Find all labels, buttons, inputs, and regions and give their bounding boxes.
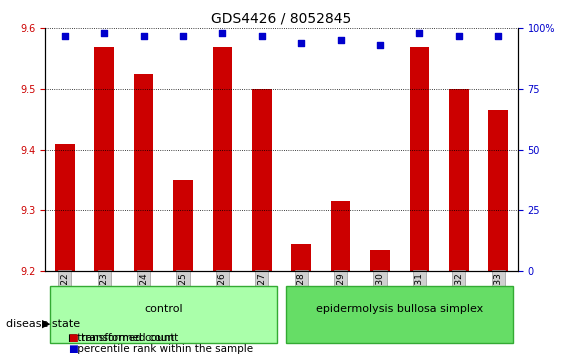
Bar	[286, 286, 513, 343]
Point	[494, 33, 503, 39]
Point	[60, 33, 69, 39]
Bar	[331, 201, 350, 271]
Bar	[410, 46, 429, 271]
Bar	[370, 250, 390, 271]
Bar	[292, 244, 311, 271]
Point	[454, 33, 463, 39]
Text: ■ transformed count: ■ transformed count	[68, 333, 178, 343]
Text: control: control	[144, 304, 182, 314]
Point	[336, 38, 345, 43]
Bar	[95, 46, 114, 271]
Point	[100, 30, 109, 36]
Point	[139, 33, 148, 39]
Bar	[449, 89, 468, 271]
Text: percentile rank within the sample: percentile rank within the sample	[74, 344, 253, 354]
Bar	[488, 110, 508, 271]
Text: ■: ■	[68, 344, 77, 354]
Bar	[173, 180, 193, 271]
Text: ▶: ▶	[42, 319, 51, 329]
Bar	[134, 74, 153, 271]
Text: disease state: disease state	[6, 319, 80, 329]
Bar	[55, 144, 74, 271]
Point	[257, 33, 266, 39]
Point	[178, 33, 187, 39]
Text: ■: ■	[68, 333, 77, 343]
Point	[297, 40, 306, 46]
Point	[376, 42, 385, 48]
Point	[415, 30, 424, 36]
Title: GDS4426 / 8052845: GDS4426 / 8052845	[211, 12, 352, 26]
Text: epidermolysis bullosa simplex: epidermolysis bullosa simplex	[316, 304, 484, 314]
Bar	[252, 89, 271, 271]
Bar	[50, 286, 277, 343]
Point	[218, 30, 227, 36]
Text: transformed count: transformed count	[74, 333, 175, 343]
Bar	[213, 46, 233, 271]
